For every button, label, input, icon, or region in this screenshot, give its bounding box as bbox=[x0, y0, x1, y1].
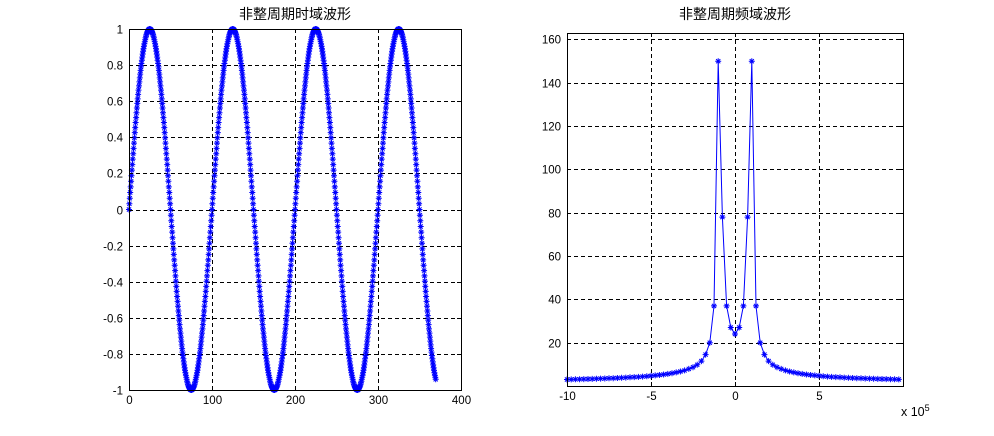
svg-text:0.8: 0.8 bbox=[107, 61, 123, 73]
svg-text:5: 5 bbox=[816, 391, 822, 403]
time-domain-chart-title: 非整周期时域波形 bbox=[239, 6, 351, 22]
x-axis-exponent-power: 5 bbox=[924, 403, 930, 413]
svg-text:20: 20 bbox=[548, 339, 561, 351]
time-domain-tick-labels: 0 100 200 300 400 -1 -0.8 -0.6 -0.4 -0.2 0 0.2 0.4 0.… bbox=[103, 25, 471, 408]
svg-text:-1: -1 bbox=[113, 386, 123, 398]
svg-text:160: 160 bbox=[542, 35, 561, 47]
svg-text:100: 100 bbox=[542, 165, 561, 177]
x-axis-exponent-prefix: x 10 bbox=[901, 405, 925, 420]
svg-text:-0.8: -0.8 bbox=[103, 350, 123, 362]
svg-text:120: 120 bbox=[542, 122, 561, 134]
svg-text:0.6: 0.6 bbox=[107, 97, 123, 109]
time-domain-series-markers bbox=[126, 26, 439, 393]
svg-text:80: 80 bbox=[548, 209, 561, 221]
svg-text:40: 40 bbox=[548, 295, 561, 307]
svg-text:200: 200 bbox=[286, 395, 305, 407]
svg-text:-5: -5 bbox=[646, 391, 656, 403]
svg-text:400: 400 bbox=[452, 395, 471, 407]
svg-text:-0.6: -0.6 bbox=[103, 314, 123, 326]
frequency-domain-series-markers bbox=[564, 58, 902, 383]
svg-text:300: 300 bbox=[369, 395, 388, 407]
frequency-domain-ticks bbox=[567, 33, 903, 386]
svg-text:0.2: 0.2 bbox=[107, 169, 123, 181]
svg-text:-0.2: -0.2 bbox=[103, 242, 123, 254]
svg-text:-0.4: -0.4 bbox=[103, 278, 123, 290]
svg-text:0.4: 0.4 bbox=[107, 133, 124, 145]
frequency-domain-gridlines bbox=[567, 33, 903, 386]
time-domain-plot: 0 100 200 300 400 -1 -0.8 -0.6 -0.4 -0.2 0 0.2 0.4 0.… bbox=[103, 25, 471, 408]
svg-text:-10: -10 bbox=[559, 391, 576, 403]
time-domain-ticks bbox=[129, 29, 462, 391]
svg-text:0: 0 bbox=[126, 395, 132, 407]
svg-text:0: 0 bbox=[732, 391, 738, 403]
svg-text:1: 1 bbox=[117, 25, 123, 37]
svg-text:60: 60 bbox=[548, 252, 561, 264]
frequency-domain-chart-title: 非整周期频域波形 bbox=[679, 6, 791, 22]
frequency-domain-series-line bbox=[566, 61, 899, 380]
frequency-domain-tick-labels: -10 -5 0 5 20 40 60 80 100 120 140 160 bbox=[542, 35, 823, 404]
svg-text:0: 0 bbox=[117, 206, 123, 218]
svg-text:100: 100 bbox=[203, 395, 222, 407]
x-axis-exponent-label: x 105 bbox=[901, 403, 930, 419]
frequency-domain-plot: -10 -5 0 5 20 40 60 80 100 120 140 160 bbox=[542, 33, 904, 403]
svg-text:140: 140 bbox=[542, 79, 561, 91]
